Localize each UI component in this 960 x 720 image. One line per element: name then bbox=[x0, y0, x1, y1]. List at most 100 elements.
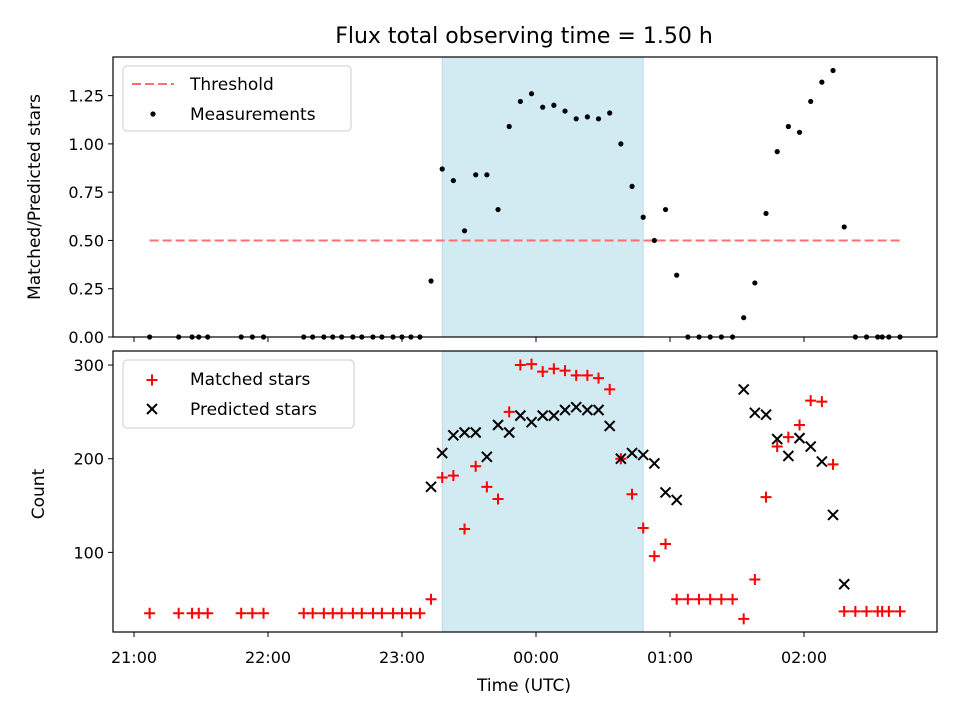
predicted-star-point bbox=[581, 404, 594, 416]
matched-star-point bbox=[626, 488, 638, 500]
matched-star-point bbox=[849, 605, 861, 617]
predicted-star-point bbox=[771, 433, 783, 445]
bottom-axes-frame bbox=[112, 350, 938, 633]
measurement-point bbox=[819, 79, 825, 85]
matched-star-point bbox=[548, 363, 560, 375]
matched-star-point bbox=[894, 605, 906, 617]
matched-star-point bbox=[235, 607, 247, 619]
x-axis-label: Time (UTC) bbox=[476, 676, 571, 696]
matched-star-point bbox=[794, 419, 806, 431]
predicted-star-point bbox=[793, 432, 806, 444]
matched-star-point bbox=[570, 369, 582, 381]
matched-star-point bbox=[537, 366, 549, 378]
legend-matched-swatch bbox=[146, 374, 158, 386]
matched-star-point bbox=[738, 613, 750, 625]
legend-threshold-label: Threshold bbox=[189, 75, 274, 95]
x-tick-label: 23:00 bbox=[379, 648, 425, 667]
matched-star-point bbox=[202, 607, 214, 619]
predicted-star-point bbox=[626, 447, 638, 459]
predicted-star-point bbox=[458, 426, 471, 439]
predicted-star-point bbox=[514, 409, 527, 422]
matched-star-point bbox=[425, 593, 437, 605]
y-tick-label: 1.25 bbox=[68, 87, 104, 106]
measurement-point bbox=[551, 102, 557, 108]
measurement-point bbox=[484, 172, 490, 178]
y-tick-label: 300 bbox=[73, 356, 104, 375]
matched-star-point bbox=[704, 593, 716, 605]
measurement-point bbox=[629, 183, 635, 189]
matched-star-point bbox=[258, 607, 270, 619]
y-tick-label: 0.75 bbox=[68, 183, 104, 202]
predicted-star-point bbox=[570, 401, 582, 413]
predicted-star-point bbox=[816, 455, 828, 468]
matched-star-point bbox=[682, 593, 694, 605]
measurement-point bbox=[562, 108, 568, 114]
y-tick-label: 200 bbox=[73, 450, 104, 469]
matched-star-point bbox=[246, 607, 258, 619]
measurement-point bbox=[841, 224, 847, 230]
measurement-point bbox=[830, 67, 836, 74]
predicted-star-point bbox=[838, 578, 850, 590]
matched-star-point bbox=[144, 607, 156, 619]
matched-star-point bbox=[447, 470, 459, 482]
predicted-star-point bbox=[425, 481, 437, 493]
matched-star-point bbox=[514, 359, 526, 371]
x-tick-label: 00:00 bbox=[513, 648, 559, 667]
predicted-star-point bbox=[804, 440, 817, 453]
predicted-star-point bbox=[469, 426, 482, 439]
measurement-point bbox=[752, 280, 758, 286]
measurement-point bbox=[595, 116, 602, 122]
measurement-point bbox=[506, 123, 512, 130]
matched-star-point bbox=[436, 471, 448, 483]
x-tick-label: 21:00 bbox=[111, 648, 157, 667]
measurement-point bbox=[763, 210, 769, 217]
measurement-point bbox=[640, 214, 646, 220]
predicted-star-point bbox=[592, 404, 605, 416]
matched-star-point bbox=[749, 574, 761, 586]
legend-matched-label: Matched stars bbox=[190, 370, 310, 390]
top-panel: 0.00 0.25 0.50 0.75 1.00 1.25 Threshold Measure… bbox=[68, 56, 938, 347]
highlight-span bbox=[441, 350, 644, 633]
measurement-point bbox=[573, 116, 579, 122]
measurement-point bbox=[450, 177, 456, 184]
y-tick-label: 0.00 bbox=[68, 328, 104, 347]
predicted-star-point bbox=[503, 426, 515, 439]
top-axes-frame bbox=[112, 56, 938, 338]
y-tick-label: 0.50 bbox=[68, 231, 104, 250]
bottom-legend: Matched stars Predicted stars bbox=[122, 359, 355, 429]
x-tick-label: 22:00 bbox=[245, 648, 291, 667]
measurement-point bbox=[607, 110, 613, 116]
top-legend: Threshold Measurements bbox=[122, 65, 352, 132]
predicted-star-point bbox=[760, 408, 772, 421]
predicted-star-point bbox=[525, 416, 538, 428]
predicted-star-point bbox=[749, 407, 761, 419]
y-tick-label: 0.25 bbox=[68, 280, 104, 299]
predicted-star-point bbox=[737, 383, 750, 396]
bottom-panel: 100 200 300 21:00 22:00 23:00 00:00 01:00 02:00 M… bbox=[73, 350, 938, 667]
matched-star-point bbox=[492, 493, 504, 505]
predicted-star-point bbox=[603, 420, 616, 432]
matched-star-point bbox=[307, 607, 319, 619]
measurement-point bbox=[785, 123, 791, 130]
chart-title: Flux total observing time = 1.50 h bbox=[335, 24, 713, 49]
measurement-point bbox=[674, 272, 680, 278]
matched-star-point bbox=[414, 607, 426, 619]
predicted-star-point bbox=[670, 494, 683, 506]
top-y-axis-label: Matched/Predicted stars bbox=[25, 94, 45, 300]
matched-star-point bbox=[336, 607, 348, 619]
y-tick-label: 1.00 bbox=[68, 135, 104, 154]
measurement-point bbox=[774, 149, 780, 155]
predicted-star-point bbox=[559, 404, 571, 416]
predicted-star-point bbox=[615, 453, 627, 465]
legend-predicted-swatch bbox=[146, 403, 158, 415]
matched-star-point bbox=[760, 491, 772, 503]
matched-star-point bbox=[593, 372, 605, 384]
measurement-point bbox=[473, 172, 479, 178]
y-tick-label: 100 bbox=[73, 543, 104, 562]
bottom-y-axis-label: Count bbox=[29, 468, 49, 519]
matched-star-point bbox=[559, 365, 571, 377]
matched-star-point bbox=[637, 522, 649, 534]
predicted-star-point bbox=[481, 451, 493, 463]
measurement-point bbox=[651, 237, 657, 244]
legend-box bbox=[122, 359, 355, 429]
